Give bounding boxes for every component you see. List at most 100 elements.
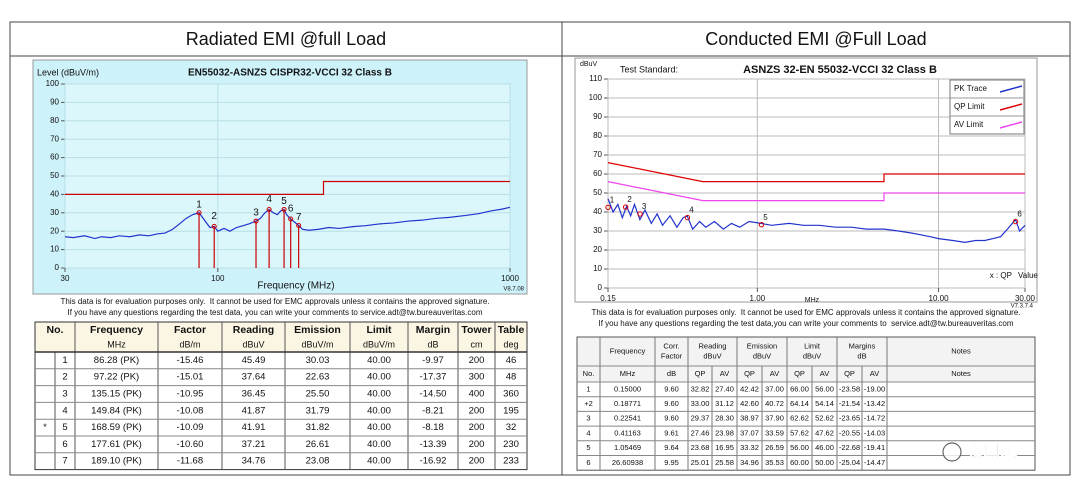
table-unit: deg [503, 339, 518, 349]
marker-point [605, 204, 611, 211]
table-cell: 6 [62, 439, 67, 450]
table-cell: 168.59 (PK) [91, 422, 142, 433]
table-cell: 37.21 [242, 439, 266, 450]
table-cell: 25.50 [306, 389, 330, 400]
table-cell: 48 [506, 372, 517, 383]
table-cell: 37.00 [765, 384, 784, 393]
table-cell: 38.97 [740, 414, 759, 423]
series-line [607, 198, 1026, 244]
table-cell: -19.41 [864, 443, 885, 452]
table-unit: QP [744, 369, 755, 378]
disclaimer: This data is for evaluation purposes onl… [61, 297, 490, 306]
table-cell: 40.00 [367, 422, 391, 433]
table-header: Frequency [90, 324, 143, 336]
table-cell: 56.00 [815, 384, 834, 393]
table-unit: dBuV/m [301, 339, 333, 349]
x-tick-label: 10.00 [929, 294, 950, 303]
table-cell: 26.60938 [612, 458, 643, 467]
table-cell: 1 [586, 384, 590, 393]
table-unit: QP [695, 369, 706, 378]
table-cell: 30.03 [306, 355, 330, 366]
table-header: Emission [294, 324, 341, 336]
disclaimer: This data is for evaluation purposes onl… [592, 308, 1021, 317]
x-axis-label: Frequency (MHz) [257, 281, 334, 292]
table-header: Emission [747, 341, 777, 350]
table-unit: QP [794, 369, 805, 378]
y-axis-label: dBuV [580, 61, 597, 68]
table-unit: dB [427, 339, 438, 349]
table-cell: 300 [469, 372, 485, 383]
table-cell: 9.95 [664, 458, 679, 467]
table-cell: 4 [62, 405, 67, 416]
marker-point [622, 204, 629, 210]
table-cell: 1 [62, 355, 67, 366]
table-cell: 2 [62, 372, 67, 383]
marker-label: 1 [610, 196, 615, 205]
table-cell: 230 [503, 439, 519, 450]
table-header: Reading [233, 324, 274, 336]
table-cell: 9.64 [664, 443, 679, 452]
table-header: Notes [951, 346, 971, 355]
table-cell: 26.59 [765, 443, 784, 452]
table-cell: 5 [62, 422, 67, 433]
chart-title: EN55032-ASNZS CISPR32-VCCI 32 Class B [188, 68, 392, 79]
series-line [65, 180, 510, 195]
table-header: dBuV [703, 351, 721, 360]
table-header: No. [47, 324, 64, 336]
table-unit: dBuV/m [363, 339, 395, 349]
table-cell: 9.61 [664, 428, 679, 437]
frame [9, 21, 1071, 476]
table-header: Limit [804, 341, 821, 350]
table-cell: -10.60 [177, 439, 204, 450]
y-tick-label: 100 [589, 93, 603, 102]
table-cell: 27.40 [715, 384, 734, 393]
table-cell: 7 [62, 456, 67, 467]
table-cell: 62.62 [790, 414, 809, 423]
marker-label: 2 [627, 195, 632, 204]
watermark: 张国斌 [966, 440, 1017, 460]
table [34, 321, 528, 471]
table-cell: 35.53 [765, 458, 784, 467]
table-cell: 37.90 [765, 414, 784, 423]
table-header: Margins [849, 341, 876, 350]
legend-label: QP Limit [954, 102, 985, 111]
table-unit: AV [820, 369, 829, 378]
marker-label: 4 [266, 194, 272, 205]
table-cell: 23.98 [715, 428, 734, 437]
table-cell: +2 [584, 399, 593, 408]
table-cell: 33.00 [691, 399, 710, 408]
table-cell: -19.00 [864, 384, 885, 393]
marker-label: 5 [763, 213, 768, 222]
table-unit: QP [844, 369, 855, 378]
table-cell: 0.15000 [614, 384, 641, 393]
table-cell: 37.64 [242, 372, 266, 383]
x-tick-label: 0.15 [600, 294, 616, 303]
table-header-bg [577, 337, 1035, 382]
table-cell: 400 [469, 389, 485, 400]
table-cell: -8.21 [422, 405, 444, 416]
legend-swatch [999, 103, 1023, 111]
marker-point [296, 223, 302, 229]
y-tick-label: 70 [50, 134, 59, 143]
table-cell: 60.00 [790, 458, 809, 467]
table-flag: * [43, 422, 47, 432]
watermark-icon [942, 442, 962, 462]
marker-label: 1 [196, 199, 202, 210]
version: V7.3.7.4 [1011, 304, 1034, 310]
table-cell: -21.54 [839, 399, 860, 408]
marker-point [1012, 218, 1019, 225]
marker-point [281, 206, 287, 212]
table-cell: 31.12 [715, 399, 734, 408]
marker-point [684, 214, 691, 221]
table-cell: 0.41163 [614, 428, 641, 437]
marker-point [288, 216, 294, 222]
table-cell: 54.14 [815, 399, 834, 408]
table-cell: 177.61 (PK) [91, 439, 142, 450]
y-tick-label: 0 [55, 263, 60, 272]
marker-label: 6 [288, 204, 294, 215]
table-cell: -10.95 [177, 389, 204, 400]
table-header: dBuV [753, 351, 771, 360]
y-tick-label: 60 [593, 169, 602, 178]
table-header-bg [35, 322, 527, 352]
